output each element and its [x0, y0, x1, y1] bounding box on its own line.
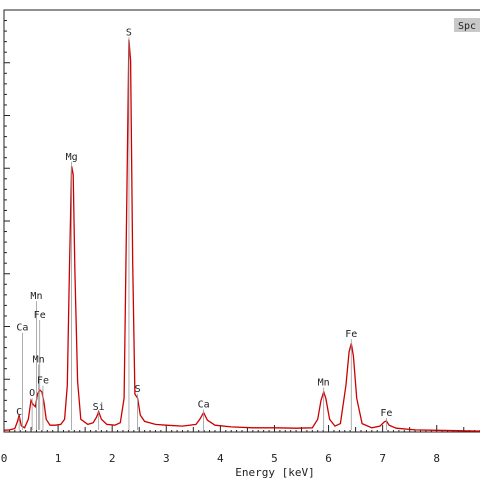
peak-label: Ca [16, 323, 28, 334]
peak-label: Mn [33, 354, 45, 365]
peak-label: S [126, 27, 132, 38]
x-axis-label: Energy [keV] [235, 466, 314, 479]
peak-label: Fe [380, 408, 392, 419]
x-axis-ticks: 0 1 2 3 4 5 6 7 8 [1, 425, 480, 465]
peak-label: C [16, 407, 22, 418]
spectrum-line [3, 39, 480, 432]
peak-label: Mn [318, 378, 330, 389]
plot-frame [3, 9, 480, 433]
peak-label: Mg [66, 152, 78, 163]
x-tick-label: 2 [109, 452, 116, 465]
x-tick-label: 0 [1, 452, 8, 465]
peak-label: Fe [34, 310, 46, 321]
peak-label: Mn [30, 291, 42, 302]
x-tick-label: 6 [325, 452, 332, 465]
y-axis-ticks [4, 9, 10, 433]
peak-label: O [29, 388, 35, 399]
series-group [3, 39, 480, 432]
x-tick-label: 7 [379, 452, 386, 465]
peak-label: Fe [345, 329, 357, 340]
peak-label: Fe [37, 375, 49, 386]
x-tick-label: 8 [433, 452, 440, 465]
x-tick-label: 3 [163, 452, 170, 465]
x-tick-label: 4 [217, 452, 224, 465]
x-tick-label: 1 [55, 452, 62, 465]
peak-label: Si [93, 402, 105, 413]
peak-label: S [135, 384, 141, 395]
legend-text: Spc [458, 21, 476, 32]
legend: Spc [454, 18, 480, 32]
x-tick-label: 5 [271, 452, 278, 465]
legend-box [454, 18, 480, 32]
peak-label: Ca [198, 400, 210, 411]
peak-labels: C Ca O Mn Fe Mn Fe Mg Si S S Ca Mn Fe Fe [16, 27, 392, 430]
